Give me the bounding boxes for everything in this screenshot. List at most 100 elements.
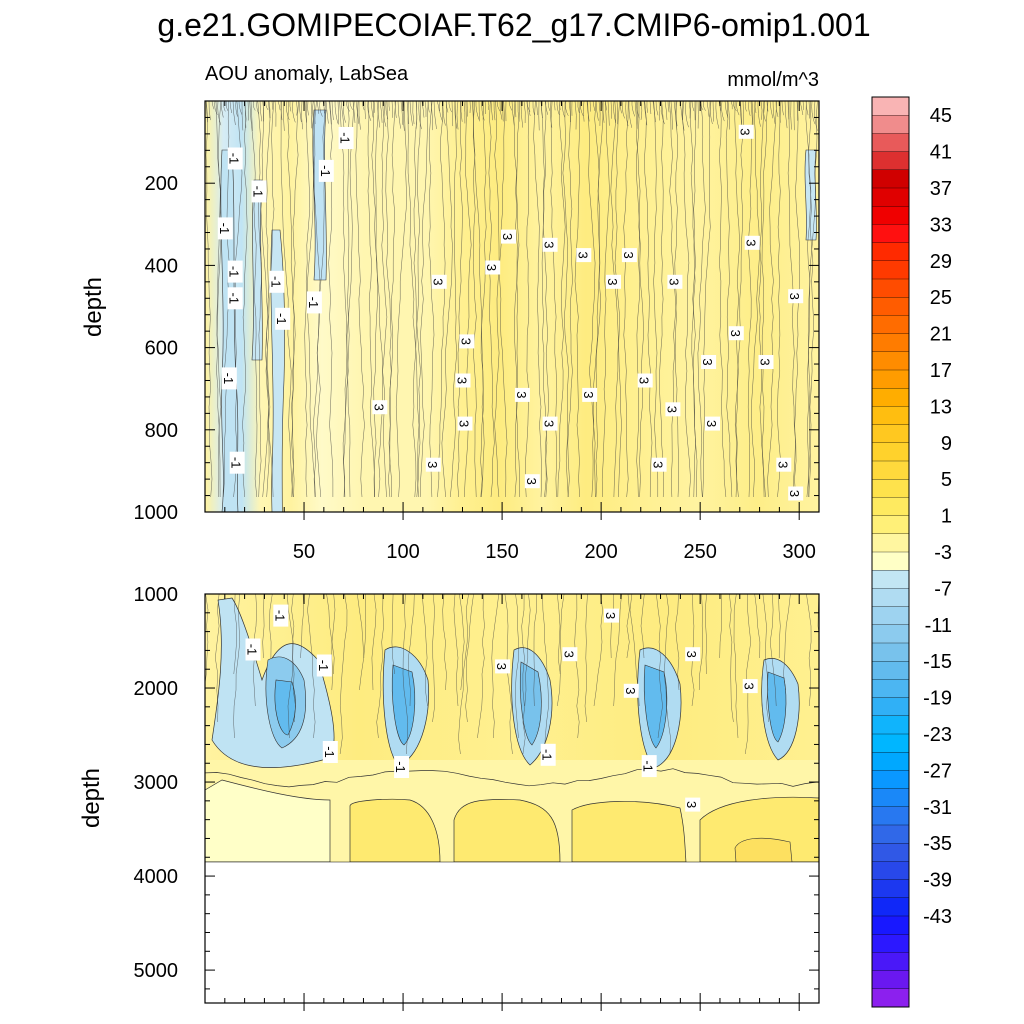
contour-line xyxy=(625,101,629,127)
contour-label-bg xyxy=(667,274,683,289)
colorbar-swatch xyxy=(871,315,910,335)
colorbar-swatch xyxy=(871,879,910,899)
contour-line xyxy=(533,594,538,707)
contour-line xyxy=(388,101,396,498)
contour-line xyxy=(763,101,766,122)
contour-label-text: -1 xyxy=(251,186,266,198)
contour-line xyxy=(451,101,453,127)
contour-line xyxy=(427,101,430,113)
contour-line xyxy=(673,101,678,130)
contour-label-text: 3 xyxy=(431,278,446,285)
contour-line xyxy=(525,101,530,498)
contour-label: 3 xyxy=(458,334,475,349)
contour-label-bg xyxy=(542,237,558,252)
colorbar-swatch xyxy=(871,151,910,171)
contour-line xyxy=(709,101,713,125)
contour-label: -1 xyxy=(251,180,267,203)
colorbar-swatch xyxy=(871,297,910,316)
contour-label: 3 xyxy=(603,608,619,623)
contour-line xyxy=(307,101,309,116)
contour-line xyxy=(658,101,661,121)
contour-line xyxy=(587,101,596,498)
colorbar-swatch xyxy=(871,369,910,389)
contour-line xyxy=(777,101,783,498)
contour-label-text: 3 xyxy=(524,478,539,485)
contour-line xyxy=(636,101,641,498)
contour-label-text: 3 xyxy=(514,391,529,398)
contour-label: 3 xyxy=(514,387,530,402)
contour-line xyxy=(613,101,621,498)
contour-line xyxy=(533,101,542,498)
contour-label-text: -1 xyxy=(393,761,408,773)
contour-label: 3 xyxy=(425,457,441,472)
contour-line xyxy=(325,101,329,124)
colorbar-swatch xyxy=(871,406,910,426)
contour-label: 3 xyxy=(684,797,701,812)
contour-line xyxy=(721,101,725,122)
colorbar-swatch xyxy=(871,952,910,972)
contour-line xyxy=(610,101,612,119)
contour-label: 3 xyxy=(666,274,683,289)
contour-label: -1 xyxy=(227,260,243,283)
contour-line xyxy=(358,101,361,130)
contour-label-bg xyxy=(728,326,744,341)
colorbar-label: -31 xyxy=(923,797,952,819)
contour-line xyxy=(556,101,560,115)
contour-line xyxy=(280,101,283,121)
lower-blue-plume xyxy=(274,679,296,736)
contour-line xyxy=(339,594,348,755)
contour-line xyxy=(690,594,695,707)
contour-line xyxy=(413,101,421,498)
contour-line xyxy=(733,101,737,112)
contour-line xyxy=(514,101,521,498)
contour-label-text: 3 xyxy=(664,406,679,413)
contour-line xyxy=(248,101,258,498)
contour-line xyxy=(805,594,812,707)
contour-line xyxy=(499,101,503,120)
contour-line xyxy=(298,101,302,123)
contour-line xyxy=(253,101,256,111)
contour-line xyxy=(567,101,573,498)
contour-line xyxy=(394,101,397,118)
contour-line xyxy=(355,101,365,498)
contour-line xyxy=(494,101,508,498)
contour-line xyxy=(698,594,703,691)
y-tick-label: 1000 xyxy=(134,584,179,606)
contour-line xyxy=(675,101,678,127)
colorbar-frame xyxy=(871,96,910,1008)
colorbar-swatch xyxy=(871,260,910,280)
contour-label-bg xyxy=(459,334,475,349)
contour-line xyxy=(436,101,440,112)
contour-line xyxy=(631,101,635,117)
colorbar-label: 17 xyxy=(930,360,952,382)
contour-line xyxy=(805,101,809,116)
contour-line xyxy=(223,101,226,112)
contour-line xyxy=(331,594,337,691)
contour-line xyxy=(591,101,604,498)
contour-line xyxy=(610,101,622,498)
lower-blue-plume xyxy=(643,664,668,749)
contour-label-bg xyxy=(251,180,267,203)
colorbar-label: 33 xyxy=(930,214,952,236)
contour-label-bg xyxy=(457,416,473,431)
contour-line xyxy=(286,101,290,121)
contour-label-bg xyxy=(275,307,291,330)
contour-line xyxy=(280,101,294,498)
contour-label-text: -1 xyxy=(306,297,321,309)
contour-line xyxy=(583,101,585,122)
contour-line xyxy=(337,101,339,125)
contour-label-text: -1 xyxy=(229,457,244,469)
x-tick-label: 250 xyxy=(683,541,716,563)
contour-line xyxy=(653,594,663,739)
contour-line xyxy=(747,101,753,498)
contour-label: -1 xyxy=(306,291,322,314)
upper-frame xyxy=(204,100,820,513)
lower-deep-region xyxy=(349,798,441,862)
contour-line xyxy=(215,594,221,723)
contour-line xyxy=(262,594,265,659)
contour-line xyxy=(622,101,625,119)
contour-line xyxy=(616,101,618,125)
colorbar-swatch xyxy=(871,934,910,953)
contour-line xyxy=(691,101,698,498)
colorbar-swatch xyxy=(871,224,910,244)
